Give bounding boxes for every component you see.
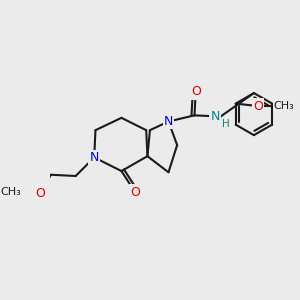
- Text: N: N: [211, 110, 220, 123]
- Text: O: O: [35, 187, 45, 200]
- Text: O: O: [191, 85, 201, 98]
- Text: CH₃: CH₃: [273, 101, 294, 111]
- Text: N: N: [164, 115, 173, 128]
- Text: O: O: [130, 186, 140, 199]
- Text: O: O: [253, 100, 263, 112]
- Text: N: N: [89, 151, 99, 164]
- Text: H: H: [222, 118, 230, 128]
- Text: CH₃: CH₃: [0, 187, 21, 197]
